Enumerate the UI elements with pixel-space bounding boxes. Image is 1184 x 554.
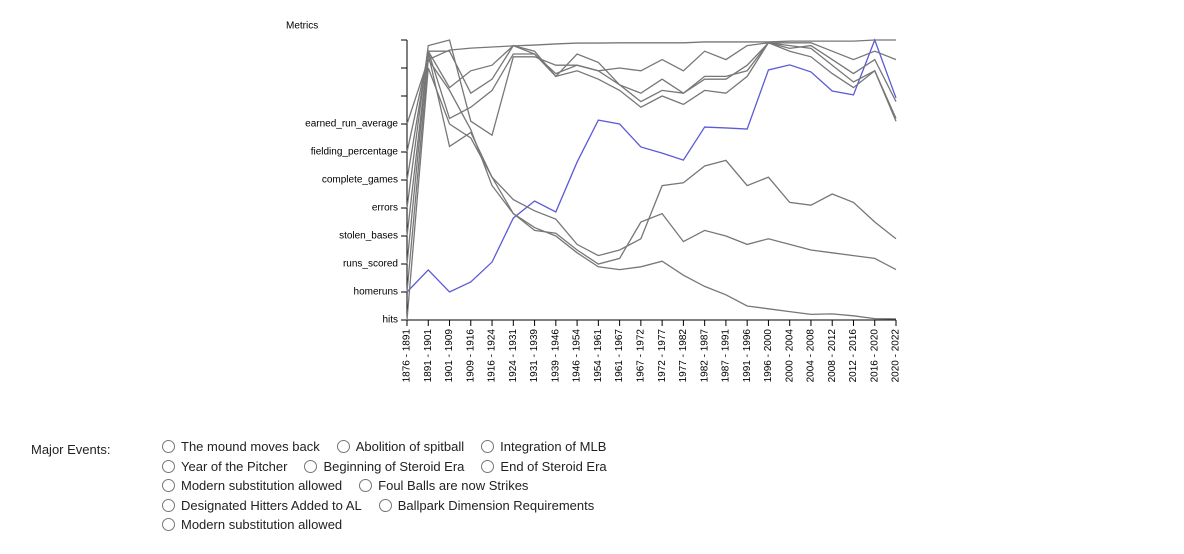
event-label: Modern substitution allowed [181, 478, 343, 494]
x-tick-label: 1954 - 1961 [593, 329, 604, 383]
y-tick-label: stolen_bases [339, 231, 398, 242]
series-line [406, 57, 897, 293]
y-tick-label: complete_games [322, 175, 398, 186]
event-radio[interactable] [481, 440, 495, 454]
x-tick-label: 1931 - 1939 [529, 329, 540, 383]
event-label: Designated Hitters Added to AL [181, 497, 362, 513]
x-tick-label: 1987 - 1991 [721, 329, 732, 383]
x-tick-label: 1901 - 1909 [444, 329, 455, 383]
event-radio[interactable] [378, 498, 392, 512]
series-line [406, 42, 897, 265]
event-label: Year of the Pitcher [181, 458, 288, 474]
events-row: Year of the Pitcher Beginning of Steroid … [162, 457, 624, 477]
event-radio[interactable] [162, 440, 175, 454]
x-tick-label: 2004 - 2008 [806, 329, 817, 383]
y-tick-label: earned_run_average [305, 119, 398, 130]
x-tick-label: 1961 - 1967 [614, 329, 625, 383]
x-tick-label: 1876 - 1891 [402, 329, 413, 383]
event-option[interactable]: Beginning of Steroid Era [304, 459, 464, 474]
series-line [406, 39, 896, 125]
events-row: The mound moves back Abolition of spitbal… [162, 437, 624, 457]
x-tick-label: 1977 - 1982 [678, 329, 689, 383]
event-radio[interactable] [162, 518, 175, 532]
event-label: Abolition of spitball [355, 439, 465, 455]
chart: Metrics hits homeruns runs_scored stolen_ba… [286, 21, 902, 383]
x-tick-label: 2012 - 2016 [848, 329, 859, 383]
event-label: End of Steroid Era [500, 458, 607, 474]
events-options: The mound moves back Abolition of spitbal… [162, 437, 624, 535]
series-line [406, 67, 897, 321]
event-option[interactable]: End of Steroid Era [481, 458, 607, 474]
event-option[interactable]: Integration of MLB [481, 439, 606, 454]
series-line [406, 42, 897, 237]
event-label: Modern substitution allowed [181, 517, 343, 533]
x-tick-label: 1909 - 1916 [465, 329, 476, 383]
event-label: Foul Balls are now Strikes [378, 478, 529, 494]
event-radio[interactable] [481, 459, 495, 473]
events-row: Designated Hitters Added to AL Ballpark D… [162, 496, 624, 516]
series-line [406, 39, 897, 209]
event-radio[interactable] [304, 459, 318, 473]
event-option[interactable]: Modern substitution allowed [162, 478, 342, 493]
x-tick-label: 1967 - 1972 [636, 329, 647, 383]
x-tick-label: 2020 - 2022 [891, 329, 902, 383]
y-tick-label: fielding_percentage [311, 147, 399, 158]
series-line [406, 38, 897, 293]
event-option[interactable]: Modern substitution allowed [162, 517, 342, 532]
y-tick-label: runs_scored [343, 259, 398, 270]
events-row: Modern substitution allowed Foul Balls ar… [162, 476, 624, 496]
x-tick-label: 1996 - 2000 [763, 329, 774, 383]
event-radio[interactable] [359, 479, 373, 493]
x-tick-label: 1982 - 1987 [699, 329, 710, 383]
x-tick-label: 2016 - 2020 [869, 329, 880, 383]
x-tick-label: 1939 - 1946 [550, 329, 561, 383]
event-radio[interactable] [336, 440, 350, 454]
y-tick-label: hits [382, 315, 398, 326]
x-tick-label: 1891 - 1901 [423, 329, 434, 383]
events-label: Major Events: [31, 442, 111, 457]
y-tick-label: errors [372, 203, 398, 214]
chart-title: Metrics [286, 21, 318, 32]
event-label: Beginning of Steroid Era [323, 458, 465, 474]
y-tick-label: homeruns [354, 287, 398, 298]
x-tick-label: 1972 - 1977 [657, 329, 668, 383]
x-tick-label: 2000 - 2004 [784, 329, 795, 383]
x-tick-label: 2008 - 2012 [827, 329, 838, 383]
event-radio[interactable] [162, 459, 175, 473]
x-tick-label: 1916 - 1924 [487, 329, 498, 383]
event-option[interactable]: Abolition of spitball [336, 439, 465, 455]
event-option[interactable]: The mound moves back [162, 439, 320, 454]
events-row: Modern substitution allowed [162, 515, 624, 535]
x-tick-label: 1924 - 1931 [508, 329, 519, 383]
series-line [406, 42, 897, 181]
event-label: Integration of MLB [500, 439, 607, 455]
event-option[interactable]: Ballpark Dimension Requirements [378, 497, 595, 513]
event-option[interactable]: Foul Balls are now Strikes [359, 478, 528, 493]
event-label: Ballpark Dimension Requirements [397, 497, 595, 513]
x-tick-label: 1946 - 1954 [572, 329, 583, 383]
event-option[interactable]: Year of the Pitcher [162, 459, 287, 474]
event-option[interactable]: Designated Hitters Added to AL [162, 498, 362, 513]
event-label: The mound moves back [181, 439, 320, 455]
event-radio[interactable] [162, 498, 175, 512]
x-tick-label: 1991 - 1996 [742, 329, 753, 383]
event-radio[interactable] [162, 479, 175, 493]
